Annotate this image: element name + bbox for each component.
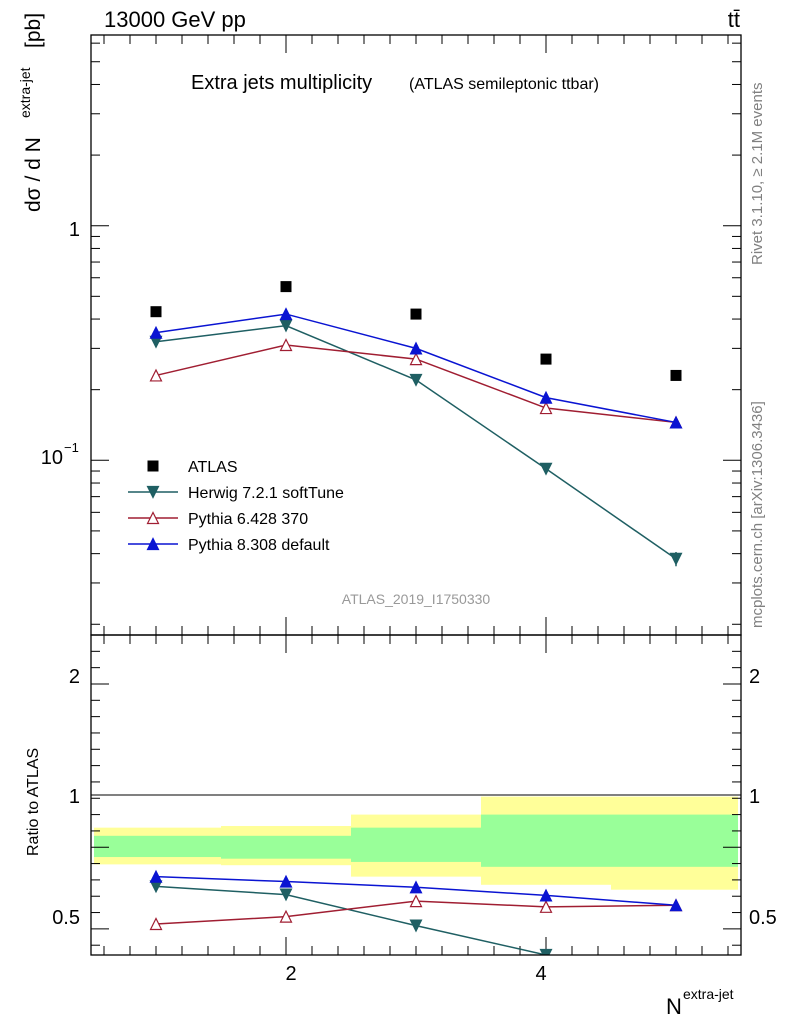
- ratio-y-tick-1-left: 1: [69, 786, 80, 808]
- inner-band-bin: [351, 827, 481, 862]
- analysis-label: ATLAS_2019_I1750330: [342, 591, 491, 607]
- x-axis-label: N extra-jet: [666, 986, 734, 1019]
- data-point-atlas: [540, 353, 552, 365]
- legend-entry-pythia-8-308-default: Pythia 8.308 default: [128, 537, 330, 554]
- ratio-frame: [90, 634, 742, 956]
- ratio-point-pythia-6-428-370: [539, 899, 553, 913]
- y-tick-label-0.1-exponent: −1: [64, 440, 79, 455]
- ratio-point-pythia-8-308-default: [279, 874, 293, 888]
- y-axis-label-main: dσ / d N: [22, 137, 45, 212]
- ratio-y-tick-0.5-right: 0.5: [749, 907, 777, 929]
- data-point-herwig-7-2-1-softtune: [409, 373, 423, 387]
- ratio-axis-ticks: [91, 635, 741, 955]
- chart-title: Extra jets multiplicity: [191, 72, 372, 94]
- data-point-atlas: [280, 281, 292, 293]
- process-label: tt̄: [728, 7, 740, 32]
- legend-label: Herwig 7.2.1 softTune: [188, 485, 344, 502]
- legend-marker: [147, 460, 159, 472]
- series-line-pythia-8-308-default: [155, 313, 677, 424]
- y-axis-label-unit: [pb]: [22, 13, 45, 48]
- legend-marker: [146, 485, 160, 499]
- y-axis-label-superscript: extra-jet: [17, 67, 33, 118]
- ratio-point-pythia-8-308-default: [669, 898, 683, 912]
- x-tick-label-4: 4: [535, 963, 546, 985]
- inner-band-bin: [221, 835, 351, 859]
- data-point-pythia-8-308-default: [669, 415, 683, 429]
- data-point-pythia-6-428-370: [409, 352, 423, 366]
- y-tick-label-0.1: 10: [41, 447, 63, 469]
- data-point-herwig-7-2-1-softtune: [539, 462, 553, 476]
- ratio-point-pythia-8-308-default: [409, 880, 423, 894]
- y-tick-label-1: 1: [69, 219, 80, 241]
- ratio-y-axis-label: Ratio to ATLAS: [25, 748, 42, 856]
- ratio-y-tick-2-right: 2: [749, 666, 760, 688]
- ratio-point-pythia-6-428-370: [409, 894, 423, 908]
- ratio-point-herwig-7-2-1-softtune: [409, 919, 423, 933]
- ratio-y-tick-0.5-left: 0.5: [52, 907, 80, 929]
- ratio-point-pythia-8-308-default: [539, 888, 553, 902]
- svg-text:dσ / d N: dσ / d N: [22, 137, 45, 212]
- ratio-point-pythia-8-308-default: [149, 869, 163, 883]
- ratio-series-layer: [149, 869, 683, 955]
- ratio-point-pythia-6-428-370: [149, 917, 163, 931]
- legend-label: Pythia 8.308 default: [188, 537, 330, 554]
- mcplots-label: mcplots.cern.ch [arXiv:1306.3436]: [749, 401, 766, 628]
- main-plot-panel: 1 10 −1 Extra jets multiplicity (ATLAS s…: [17, 13, 742, 636]
- ratio-plot-panel: 2 1 0.5 2 1 0.5 2 4 Ratio to ATLAS N ext…: [25, 634, 777, 1019]
- ratio-point-pythia-6-428-370: [279, 909, 293, 923]
- main-axis-ticks: [91, 35, 741, 635]
- ratio-uncertainty-bands: [94, 796, 738, 890]
- data-point-pythia-8-308-default: [279, 307, 293, 321]
- data-point-pythia-6-428-370: [149, 368, 163, 382]
- legend-entry-pythia-6-428-370: Pythia 6.428 370: [128, 511, 308, 528]
- legend-entry-herwig-7-2-1-softtune: Herwig 7.2.1 softTune: [128, 485, 344, 502]
- main-series-layer: [149, 281, 683, 567]
- inner-band-bin: [611, 814, 738, 867]
- data-point-pythia-8-308-default: [409, 341, 423, 355]
- data-point-pythia-8-308-default: [149, 325, 163, 339]
- legend-label: ATLAS: [188, 459, 238, 476]
- data-point-atlas: [670, 369, 682, 381]
- x-axis-label-superscript: extra-jet: [683, 986, 734, 1002]
- inner-band-bin: [481, 814, 611, 867]
- legend-entry-atlas: ATLAS: [147, 459, 238, 476]
- data-point-atlas: [410, 308, 422, 320]
- ratio-y-tick-1-right: 1: [749, 786, 760, 808]
- energy-label: 13000 GeV pp: [104, 7, 246, 32]
- chart-subtitle: (ATLAS semileptonic ttbar): [409, 76, 599, 93]
- data-point-pythia-6-428-370: [279, 338, 293, 352]
- inner-band-bin: [94, 835, 221, 858]
- ratio-y-tick-2-left: 2: [69, 666, 80, 688]
- legend-marker: [146, 537, 160, 551]
- rivet-label: Rivet 3.1.10, ≥ 2.1M events: [749, 83, 766, 266]
- ratio-point-herwig-7-2-1-softtune: [539, 948, 553, 955]
- x-tick-label-2: 2: [285, 963, 296, 985]
- legend-marker: [146, 511, 160, 525]
- legend: ATLAS Herwig 7.2.1 softTune Pythia 6.428 3…: [128, 459, 344, 554]
- ratio-point-herwig-7-2-1-softtune: [279, 888, 293, 902]
- y-axis-label: dσ / d N extra-jet [pb]: [17, 13, 45, 212]
- legend-label: Pythia 6.428 370: [188, 511, 308, 528]
- data-point-atlas: [150, 306, 162, 318]
- x-axis-label-main: N: [666, 994, 682, 1019]
- data-point-pythia-6-428-370: [539, 401, 553, 415]
- data-point-pythia-8-308-default: [539, 390, 553, 404]
